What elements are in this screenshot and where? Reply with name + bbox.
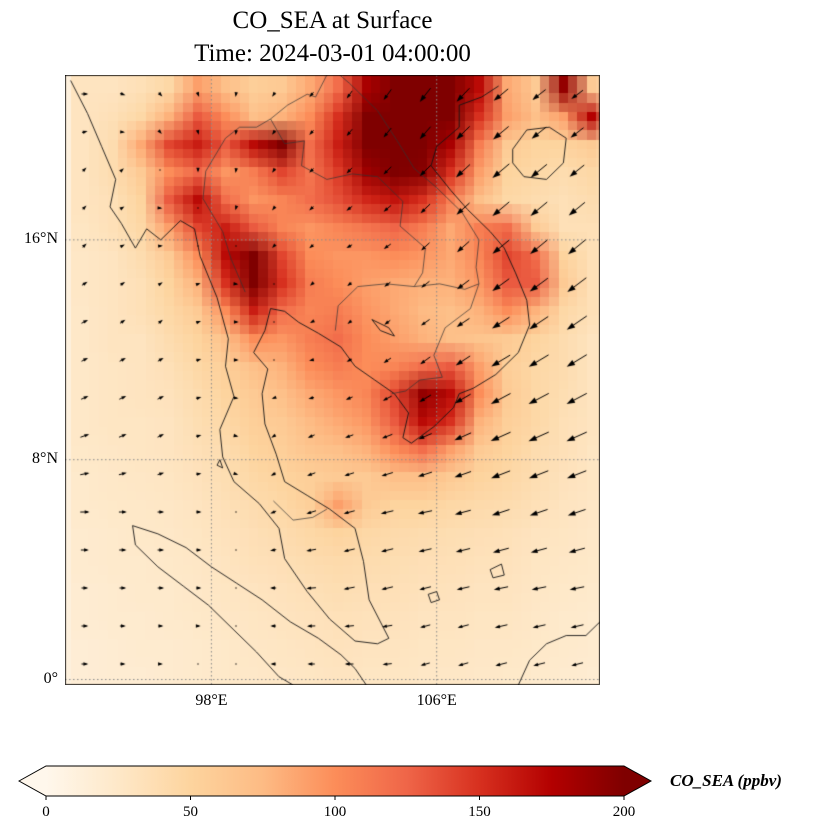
y-axis-tick-label: 0° — [43, 669, 58, 687]
chart-title: CO_SEA at Surface — [232, 7, 433, 34]
chart-subtitle: Time: 2024-03-01 04:00:00 — [194, 40, 471, 67]
colorbar-tick-label: 100 — [324, 804, 347, 820]
colorbar-tick-label: 0 — [42, 804, 50, 820]
map-canvas — [65, 75, 600, 685]
colorbar-gradient-bar — [18, 765, 653, 797]
colorbar-tick-label: 200 — [613, 804, 636, 820]
colorbar-tick-label: 50 — [183, 804, 198, 820]
colorbar-tick-label: 150 — [468, 804, 491, 820]
x-axis-tick-label: 106°E — [416, 692, 457, 709]
x-axis-tick-label: 98°E — [195, 692, 228, 709]
y-axis-tick-label: 16°N — [24, 229, 58, 247]
y-axis-tick-label: 8°N — [32, 449, 58, 467]
title-block: CO_SEA at Surface Time: 2024-03-01 04:00… — [65, 4, 600, 70]
colorbar: 0 50 100 150 200 — [18, 765, 653, 820]
colorbar-label: CO_SEA (ppbv) — [670, 771, 782, 790]
